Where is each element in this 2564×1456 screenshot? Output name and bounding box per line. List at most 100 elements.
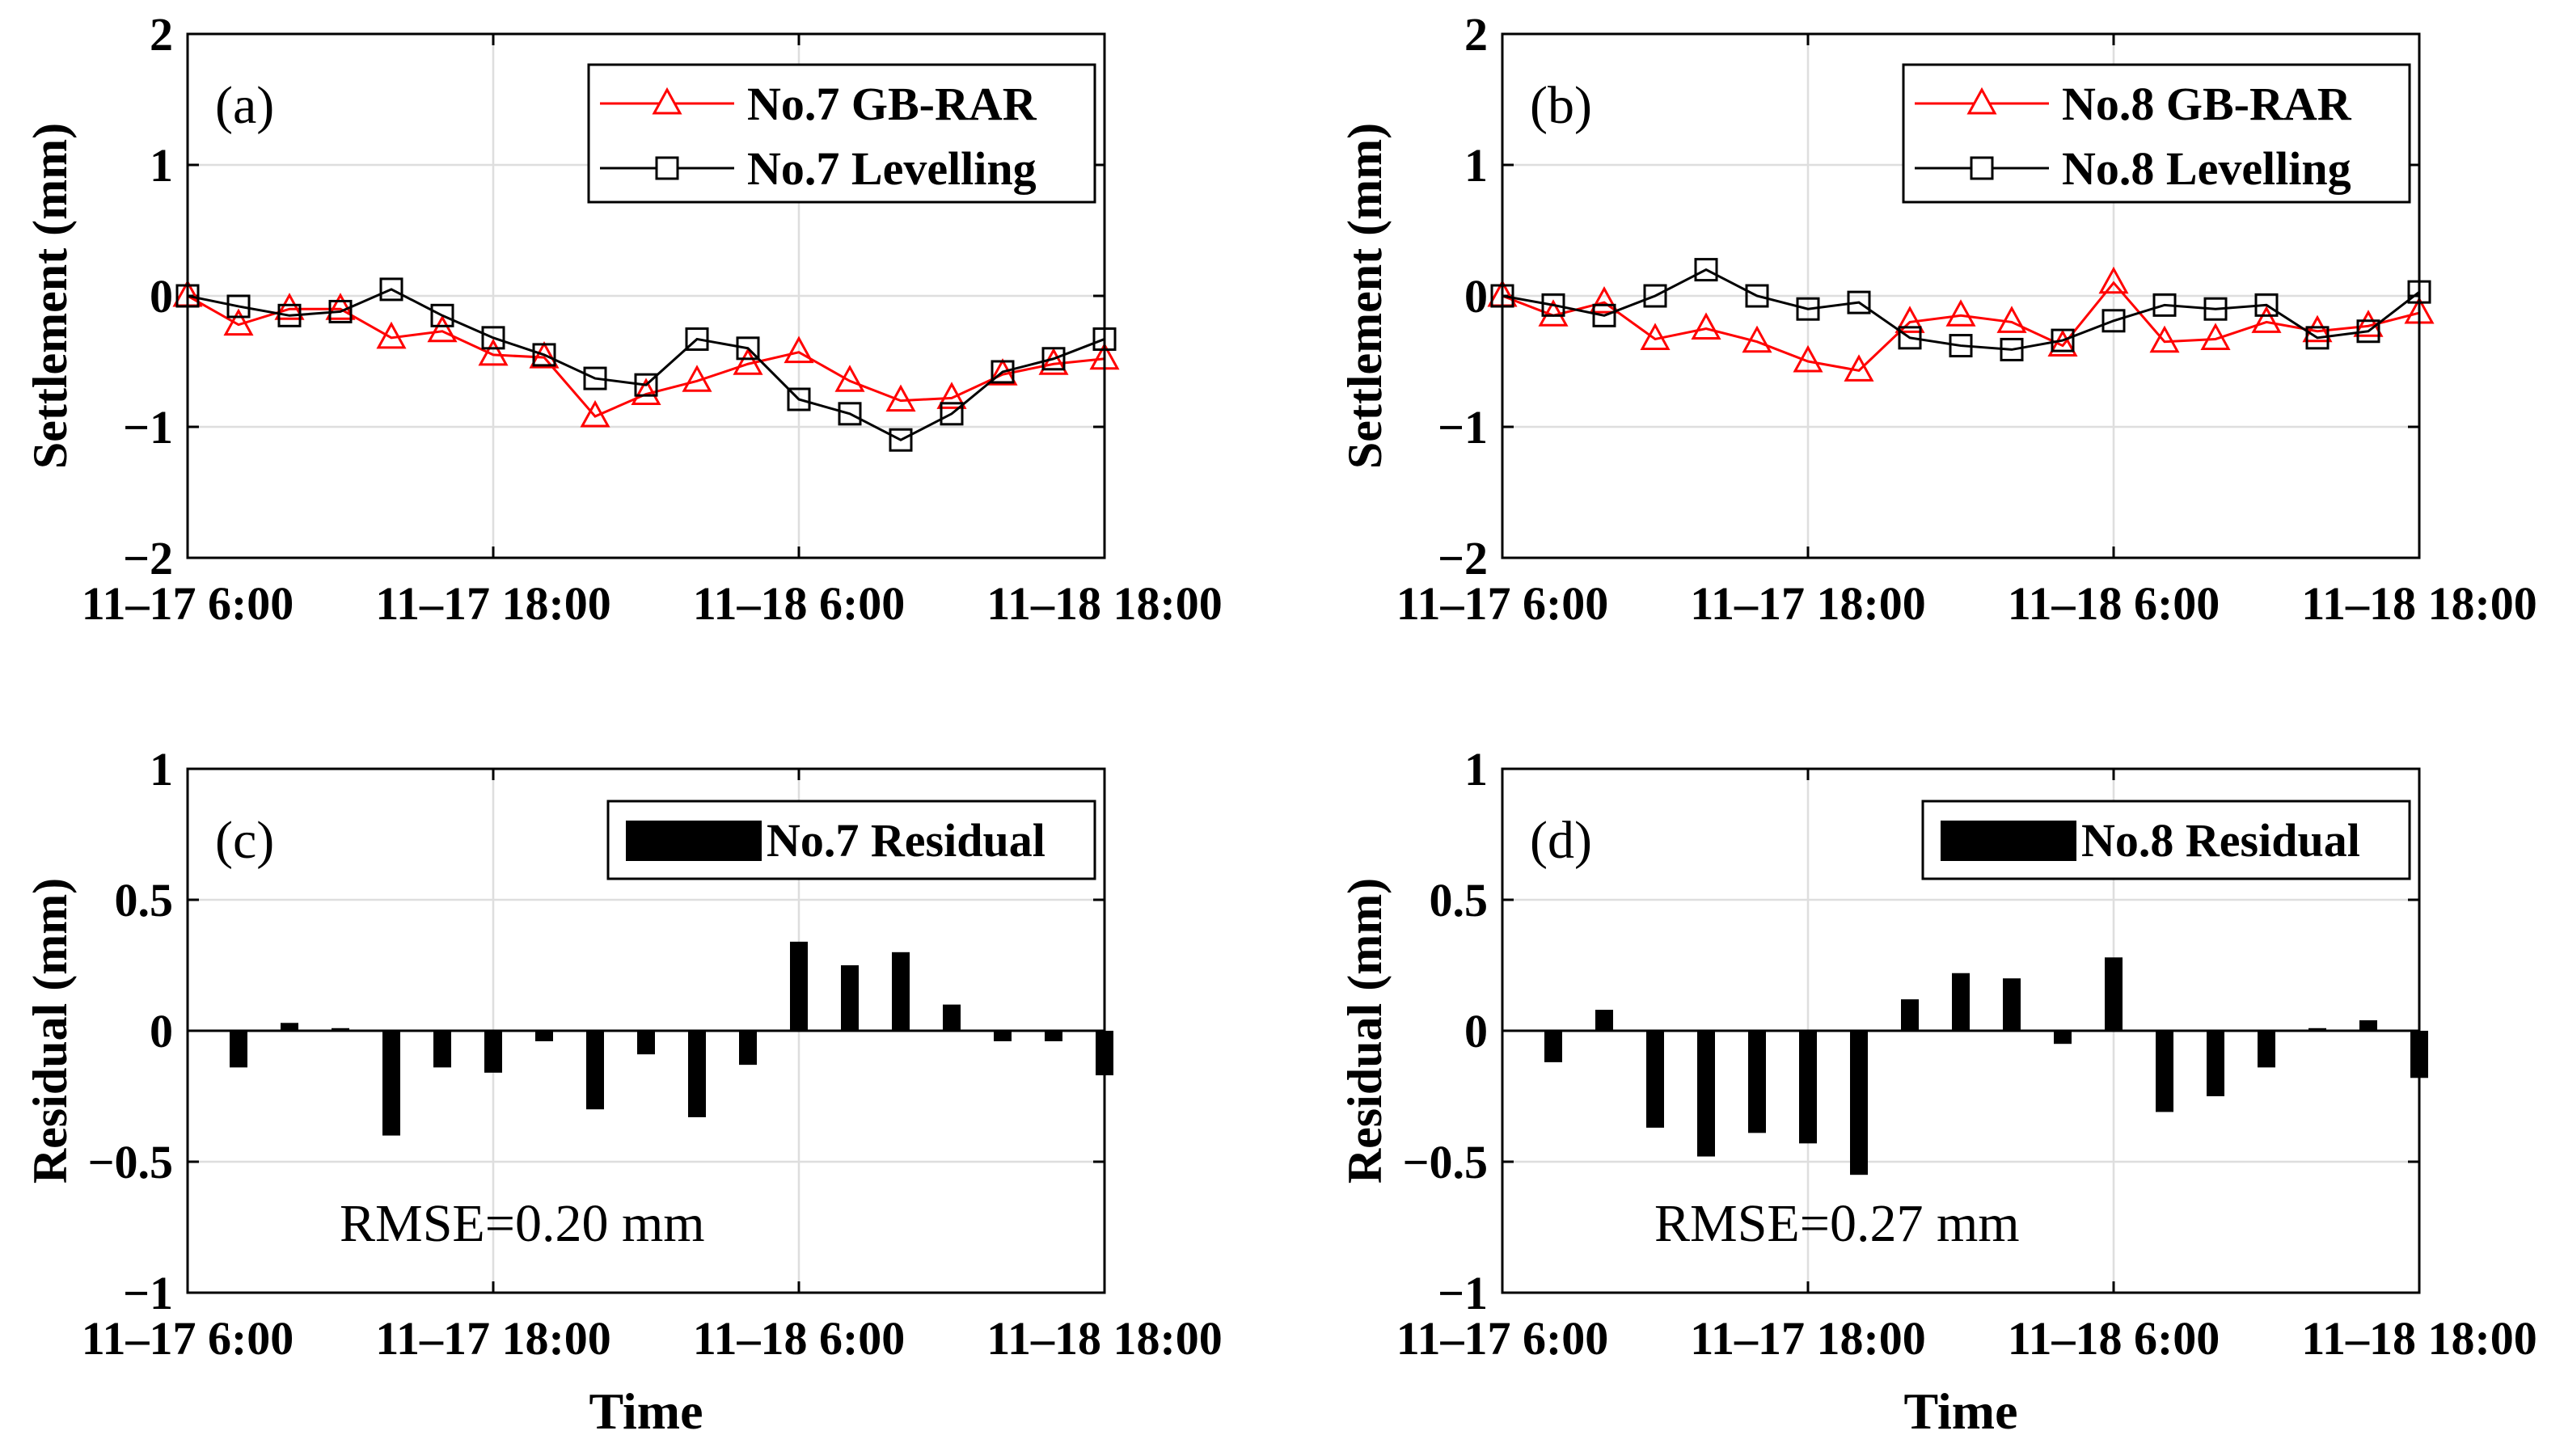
data-point bbox=[1640, 323, 1671, 350]
xtick-label: 11–17 6:00 bbox=[82, 1312, 294, 1365]
legend-label: No.8 Residual bbox=[2081, 814, 2360, 867]
data-point bbox=[787, 387, 811, 411]
xtick-label: 11–18 6:00 bbox=[2008, 1312, 2220, 1365]
residual-bar bbox=[1799, 1031, 1817, 1144]
data-point bbox=[583, 366, 607, 390]
y-axis-label: Residual (mm) bbox=[1338, 878, 1392, 1184]
legend-label: No.7 GB-RAR bbox=[747, 78, 1037, 130]
data-point bbox=[834, 365, 865, 392]
ytick-label: 0.5 bbox=[1430, 874, 1489, 926]
xtick-label: 11–18 6:00 bbox=[2008, 577, 2220, 630]
ytick-label: −1 bbox=[123, 1267, 173, 1319]
ytick-label: −2 bbox=[123, 532, 173, 585]
ytick-label: 1 bbox=[1464, 139, 1488, 192]
legend-marker bbox=[655, 156, 679, 180]
data-point bbox=[1894, 306, 1925, 333]
data-point bbox=[532, 343, 556, 367]
data-point bbox=[2353, 310, 2384, 337]
ytick-label: 1 bbox=[1464, 743, 1488, 796]
xtick-label: 11–17 18:00 bbox=[375, 1312, 611, 1365]
xtick-label: 11–17 6:00 bbox=[1396, 577, 1609, 630]
residual-bar bbox=[2207, 1031, 2224, 1096]
residual-bar bbox=[2054, 1031, 2072, 1045]
data-point bbox=[2000, 337, 2024, 361]
data-point bbox=[1041, 347, 1066, 371]
data-point bbox=[733, 348, 763, 375]
axes-frame bbox=[186, 32, 1106, 559]
legend-marker bbox=[1966, 87, 1997, 115]
data-point bbox=[325, 293, 356, 320]
data-point bbox=[529, 341, 560, 369]
rmse-annotation: RMSE=0.20 mm bbox=[340, 1194, 705, 1253]
residual-bar bbox=[790, 941, 808, 1031]
residual-bar bbox=[1901, 999, 1919, 1031]
xtick-label: 11–18 18:00 bbox=[2301, 577, 2537, 630]
data-point bbox=[2356, 319, 2380, 344]
residual-bar bbox=[382, 1031, 400, 1136]
series-line bbox=[187, 294, 1105, 418]
residual-bar bbox=[994, 1031, 1012, 1041]
ytick-label: 0.5 bbox=[115, 874, 174, 926]
xtick-label: 11–18 6:00 bbox=[693, 577, 906, 630]
panel-label: (a) bbox=[215, 76, 274, 135]
data-point bbox=[2098, 266, 2129, 294]
residual-bar bbox=[332, 1028, 349, 1031]
residual-bar bbox=[2359, 1020, 2377, 1031]
residual-bar bbox=[688, 1031, 706, 1117]
data-point bbox=[2152, 293, 2177, 317]
residual-bar bbox=[2258, 1031, 2275, 1068]
ytick-label: 0 bbox=[1464, 270, 1488, 323]
data-point bbox=[1538, 299, 1569, 327]
data-point bbox=[1541, 293, 1565, 317]
data-point bbox=[2149, 325, 2180, 353]
data-point bbox=[1038, 348, 1069, 375]
data-point bbox=[889, 428, 913, 452]
xtick-label: 11–17 18:00 bbox=[375, 577, 611, 630]
data-point bbox=[1949, 334, 1973, 358]
residual-bar bbox=[1646, 1031, 1664, 1128]
axes-frame bbox=[186, 767, 1106, 1294]
residual-bar bbox=[1748, 1031, 1766, 1133]
axes-frame bbox=[1501, 767, 2421, 1294]
data-point bbox=[940, 402, 964, 426]
data-point bbox=[2302, 314, 2333, 343]
data-point bbox=[2305, 326, 2330, 350]
data-point bbox=[1945, 299, 1976, 327]
data-point bbox=[1592, 303, 1616, 327]
data-point bbox=[991, 360, 1015, 384]
panel-label: (b) bbox=[1530, 76, 1592, 135]
data-point bbox=[1742, 325, 1772, 353]
y-axis-label: Residual (mm) bbox=[23, 878, 77, 1184]
data-point bbox=[277, 303, 302, 327]
data-point bbox=[682, 365, 712, 392]
data-point bbox=[376, 321, 407, 349]
ytick-label: −0.5 bbox=[87, 1136, 173, 1188]
x-axis-label: Time bbox=[589, 1382, 703, 1440]
data-point bbox=[226, 294, 251, 319]
legend-marker bbox=[1970, 156, 1994, 180]
x-axis-label: Time bbox=[1903, 1382, 2017, 1440]
ytick-label: 1 bbox=[150, 139, 173, 192]
series-line bbox=[1502, 268, 2420, 351]
data-point bbox=[1691, 312, 1721, 340]
legend-label: No.7 Residual bbox=[767, 814, 1045, 867]
data-point bbox=[1844, 354, 1874, 382]
residual-bar bbox=[2308, 1028, 2326, 1031]
residual-bar bbox=[230, 1031, 247, 1068]
data-point bbox=[2200, 323, 2231, 350]
data-point bbox=[685, 327, 709, 351]
residual-bar bbox=[943, 1004, 961, 1031]
series-line bbox=[187, 288, 1105, 441]
ytick-label: 1 bbox=[150, 743, 173, 796]
residual-bar bbox=[2156, 1031, 2173, 1112]
panel-d: −1 −0.5 0 0.5 1 11–17 6:00 11–17 18:00 11–18 6:… bbox=[1338, 743, 2537, 1440]
ytick-label: 2 bbox=[1464, 8, 1488, 61]
panel-label: (c) bbox=[215, 811, 274, 870]
data-point bbox=[631, 378, 661, 405]
data-point bbox=[1589, 285, 1620, 314]
xtick-label: 11–18 18:00 bbox=[986, 1312, 1223, 1365]
axes-frame bbox=[1501, 32, 2421, 559]
ytick-label: 2 bbox=[150, 8, 173, 61]
panel-a: −2 −1 0 1 2 11–17 6:00 11–17 18:00 11–18 6:00 11… bbox=[23, 8, 1223, 630]
data-point bbox=[427, 314, 458, 343]
